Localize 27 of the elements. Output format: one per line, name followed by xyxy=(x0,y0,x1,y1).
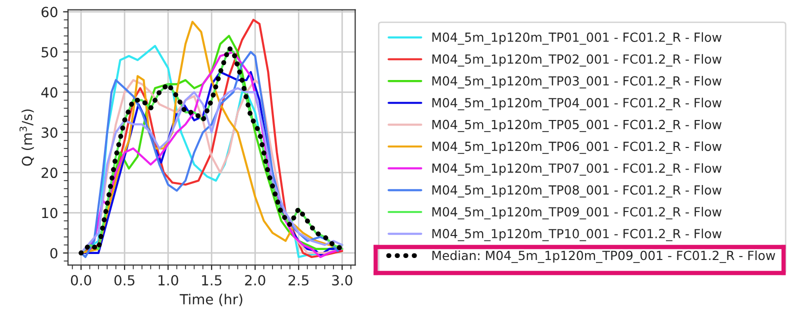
legend-label: M04_5m_1p120m_TP06_001 - FC01.2_R - Flow xyxy=(432,141,722,154)
legend-label: M04_5m_1p120m_TP05_001 - FC01.2_R - Flow xyxy=(432,120,722,132)
x-tick-label: 1.5 xyxy=(202,275,222,286)
legend-label: Median: M04_5m_1p120m_TP09_001 - FC01.2_R - Flow xyxy=(432,250,776,263)
y-tick-label: 40 xyxy=(41,87,58,98)
y-tick-label: 0 xyxy=(50,248,58,258)
x-axis-title: Time (hr) xyxy=(180,294,242,306)
legend-label: M04_5m_1p120m_TP10_001 - FC01.2_R - Flow xyxy=(432,228,722,242)
x-tick-label: 3.0 xyxy=(332,275,352,286)
x-tick-label: 2.5 xyxy=(288,275,308,286)
y-tick-label: 20 xyxy=(42,168,58,178)
x-tick-label: 2.0 xyxy=(245,275,266,286)
legend-label: M04_5m_1p120m_TP09_001 - FC01.2_R - Flow xyxy=(432,206,722,220)
x-tick-label: 0.5 xyxy=(114,275,134,286)
legend-label: M04_5m_1p120m_TP03_001 - FC01.2_R - Flow xyxy=(432,76,722,88)
y-tick-label: 50 xyxy=(42,46,58,58)
legend-label: M04_5m_1p120m_TP04_001 - FC01.2_R - Flow xyxy=(432,98,722,110)
y-tick-label: 60 xyxy=(42,6,58,18)
y-tick-label: 10 xyxy=(42,208,58,218)
y-tick-label: 30 xyxy=(42,127,58,138)
y-axis-title: Q (m$^{3}$/s) xyxy=(20,109,34,166)
x-tick-label: 1.0 xyxy=(158,275,178,286)
legend-label: M04_5m_1p120m_TP07_001 - FC01.2_R - Flow xyxy=(432,163,722,176)
legend-label: M04_5m_1p120m_TP08_001 - FC01.2_R - Flow xyxy=(432,185,722,198)
legend-label: M04_5m_1p120m_TP01_001 - FC01.2_R - Flow xyxy=(432,32,722,45)
legend-label: M04_5m_1p120m_TP02_001 - FC01.2_R - Flow xyxy=(432,54,722,67)
x-tick-label: 0.0 xyxy=(70,275,92,286)
